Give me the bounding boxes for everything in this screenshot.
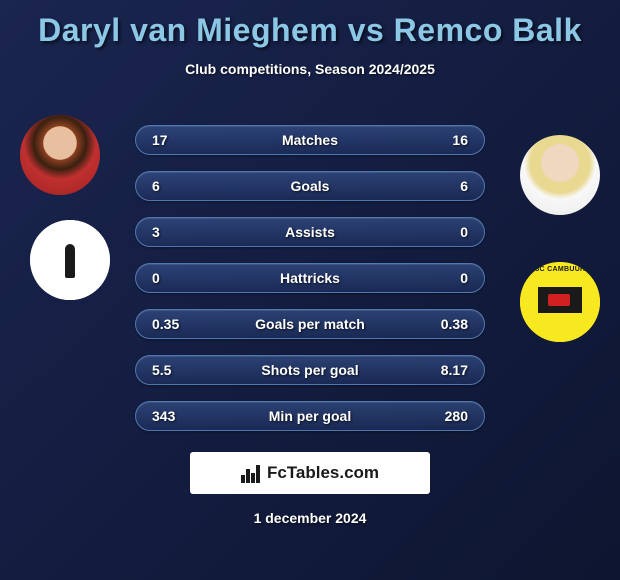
stat-row: 343 Min per goal 280 — [135, 401, 485, 431]
comparison-title: Daryl van Mieghem vs Remco Balk — [0, 0, 620, 49]
stat-right-value: 0 — [428, 224, 468, 240]
stat-right-value: 0.38 — [428, 316, 468, 332]
player-left-avatar-image — [20, 115, 100, 195]
snapshot-date: 1 december 2024 — [0, 510, 620, 526]
player-right-avatar — [520, 135, 600, 215]
stat-row: 6 Goals 6 — [135, 171, 485, 201]
stat-row: 5.5 Shots per goal 8.17 — [135, 355, 485, 385]
team-left-badge — [30, 220, 110, 300]
stats-table: 17 Matches 16 6 Goals 6 3 Assists 0 0 Ha… — [135, 125, 485, 447]
team-right-badge: SC CAMBUUR — [520, 262, 600, 342]
stat-right-value: 16 — [428, 132, 468, 148]
stat-right-value: 280 — [428, 408, 468, 424]
season-subtitle: Club competitions, Season 2024/2025 — [0, 61, 620, 77]
team-left-badge-art — [30, 220, 110, 300]
stat-right-value: 8.17 — [428, 362, 468, 378]
stat-right-value: 6 — [428, 178, 468, 194]
player-left-avatar — [20, 115, 100, 195]
bar-chart-icon — [241, 463, 261, 483]
team-right-badge-label: SC CAMBUUR — [520, 266, 600, 273]
stat-row: 3 Assists 0 — [135, 217, 485, 247]
stat-row: 0.35 Goals per match 0.38 — [135, 309, 485, 339]
team-right-badge-art: SC CAMBUUR — [520, 262, 600, 342]
fctables-label: FcTables.com — [267, 463, 379, 483]
stat-right-value: 0 — [428, 270, 468, 286]
stat-row: 17 Matches 16 — [135, 125, 485, 155]
stat-row: 0 Hattricks 0 — [135, 263, 485, 293]
fctables-watermark: FcTables.com — [190, 452, 430, 494]
player-right-avatar-image — [520, 135, 600, 215]
